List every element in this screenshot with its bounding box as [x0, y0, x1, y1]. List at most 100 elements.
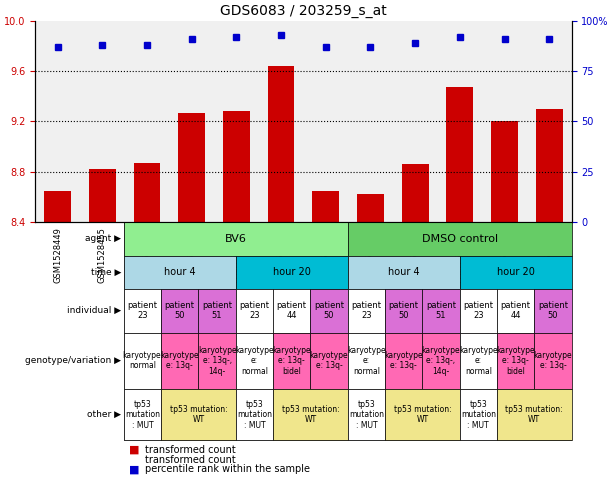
Bar [199, 289, 236, 333]
Text: tp53 mutation:
WT: tp53 mutation: WT [170, 405, 227, 425]
Bar [268, 66, 294, 222]
Bar [124, 333, 161, 389]
Bar [446, 87, 473, 222]
Text: percentile rank within the sample: percentile rank within the sample [145, 464, 310, 474]
Bar [134, 163, 161, 222]
Text: patient
23: patient 23 [240, 301, 269, 320]
Text: patient
44: patient 44 [501, 301, 531, 320]
Bar [124, 256, 236, 289]
Text: patient
23: patient 23 [351, 301, 381, 320]
Text: patient
23: patient 23 [128, 301, 158, 320]
Text: patient
51: patient 51 [426, 301, 456, 320]
Bar [385, 333, 422, 389]
Text: karyotype
e: 13q-: karyotype e: 13q- [384, 351, 423, 370]
Text: agent ▶: agent ▶ [85, 234, 121, 243]
Text: patient
50: patient 50 [314, 301, 344, 320]
Bar [348, 389, 385, 440]
Text: tp53 mutation:
WT: tp53 mutation: WT [394, 405, 451, 425]
Bar [273, 389, 348, 440]
Text: hour 20: hour 20 [273, 267, 311, 277]
Text: tp53 mutation:
WT: tp53 mutation: WT [281, 405, 339, 425]
Text: tp53
mutation
: MUT: tp53 mutation : MUT [461, 400, 496, 429]
Text: patient
51: patient 51 [202, 301, 232, 320]
Bar [161, 289, 199, 333]
Text: karyotype
e: 13q-
bidel: karyotype e: 13q- bidel [497, 346, 535, 376]
Bar [460, 389, 497, 440]
Text: karyotype
e: 13q-,
14q-: karyotype e: 13q-, 14q- [422, 346, 460, 376]
Bar [124, 222, 571, 440]
Bar [497, 333, 535, 389]
Text: individual ▶: individual ▶ [67, 306, 121, 315]
Bar [348, 333, 385, 389]
Text: karyotype
e: 13q-: karyotype e: 13q- [310, 351, 348, 370]
Bar [273, 333, 310, 389]
Text: other ▶: other ▶ [87, 410, 121, 419]
Text: karyotype
e:
normal: karyotype e: normal [459, 346, 498, 376]
Title: GDS6083 / 203259_s_at: GDS6083 / 203259_s_at [220, 4, 387, 18]
Bar [357, 195, 384, 222]
Bar [348, 222, 571, 256]
Bar [460, 289, 497, 333]
Bar [348, 256, 460, 289]
Text: patient
44: patient 44 [276, 301, 306, 320]
Text: DMSO control: DMSO control [422, 234, 498, 244]
Text: hour 4: hour 4 [164, 267, 196, 277]
Bar [460, 256, 571, 289]
Text: patient
50: patient 50 [165, 301, 195, 320]
Text: tp53
mutation
: MUT: tp53 mutation : MUT [125, 400, 160, 429]
Bar [310, 289, 348, 333]
Text: hour 4: hour 4 [388, 267, 419, 277]
Text: karyotype:
normal: karyotype: normal [122, 351, 163, 370]
Bar [497, 389, 571, 440]
Text: patient
50: patient 50 [389, 301, 419, 320]
Text: tp53
mutation
: MUT: tp53 mutation : MUT [349, 400, 384, 429]
Bar [273, 289, 310, 333]
Bar [460, 333, 497, 389]
Text: transformed count: transformed count [145, 445, 236, 455]
Bar [422, 333, 460, 389]
Text: karyotype
e: 13q-: karyotype e: 13q- [161, 351, 199, 370]
Bar [89, 169, 116, 222]
Bar [313, 191, 339, 222]
Bar [422, 289, 460, 333]
Bar [129, 456, 143, 463]
Text: karyotype
e: 13q-: karyotype e: 13q- [534, 351, 573, 370]
Bar [161, 333, 199, 389]
Text: patient
23: patient 23 [463, 301, 493, 320]
Bar [385, 389, 460, 440]
Bar [236, 333, 273, 389]
Text: ■: ■ [129, 464, 140, 474]
Bar [348, 289, 385, 333]
Bar [535, 333, 571, 389]
Text: karyotype
e:
normal: karyotype e: normal [347, 346, 386, 376]
Text: time ▶: time ▶ [91, 268, 121, 277]
Bar [124, 289, 161, 333]
Text: karyotype
e:
normal: karyotype e: normal [235, 346, 273, 376]
Bar [236, 389, 273, 440]
Bar [385, 289, 422, 333]
Bar [124, 389, 161, 440]
Bar [536, 109, 563, 222]
Text: ■: ■ [129, 445, 140, 455]
Bar [535, 289, 571, 333]
Text: karyotype
e: 13q-,
14q-: karyotype e: 13q-, 14q- [198, 346, 237, 376]
Bar [497, 289, 535, 333]
Text: transformed count: transformed count [145, 455, 236, 465]
Text: hour 20: hour 20 [497, 267, 535, 277]
Bar [124, 222, 348, 256]
Text: karyotype
e: 13q-
bidel: karyotype e: 13q- bidel [272, 346, 311, 376]
Bar [178, 113, 205, 222]
Bar [44, 191, 71, 222]
Text: tp53
mutation
: MUT: tp53 mutation : MUT [237, 400, 272, 429]
Bar [223, 111, 250, 222]
Bar [236, 289, 273, 333]
Text: BV6: BV6 [225, 234, 246, 244]
Bar [161, 389, 236, 440]
Bar [491, 121, 518, 222]
Bar [310, 333, 348, 389]
Bar [236, 256, 348, 289]
Bar [199, 333, 236, 389]
Text: patient
50: patient 50 [538, 301, 568, 320]
Text: tp53 mutation:
WT: tp53 mutation: WT [506, 405, 563, 425]
Bar [402, 164, 428, 222]
